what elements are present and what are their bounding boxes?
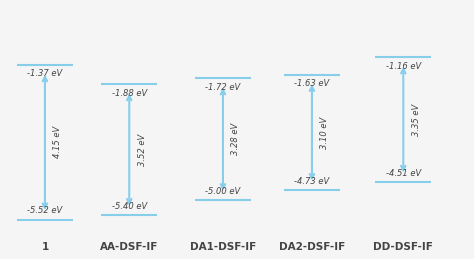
Text: -5.40 eV: -5.40 eV [112,202,147,211]
Text: DA1-DSF-IF: DA1-DSF-IF [190,242,256,253]
Text: -4.73 eV: -4.73 eV [294,177,329,186]
Text: 3.35 eV: 3.35 eV [412,104,421,136]
Text: AA-DSF-IF: AA-DSF-IF [100,242,158,253]
Text: 4.15 eV: 4.15 eV [54,126,63,159]
Text: -1.63 eV: -1.63 eV [294,79,329,88]
Text: -1.72 eV: -1.72 eV [205,83,241,91]
Text: -5.52 eV: -5.52 eV [27,206,63,215]
Text: -1.37 eV: -1.37 eV [27,69,63,78]
Text: 1: 1 [41,242,48,253]
Text: 3.10 eV: 3.10 eV [320,116,329,149]
Text: 3.52 eV: 3.52 eV [137,133,146,166]
Text: DA2-DSF-IF: DA2-DSF-IF [279,242,345,253]
Text: DD-DSF-IF: DD-DSF-IF [374,242,433,253]
Text: 3.28 eV: 3.28 eV [231,123,240,155]
Text: -4.51 eV: -4.51 eV [386,169,421,178]
Text: -5.00 eV: -5.00 eV [205,187,241,196]
Text: -1.88 eV: -1.88 eV [112,89,147,97]
Text: -1.16 eV: -1.16 eV [386,62,421,71]
